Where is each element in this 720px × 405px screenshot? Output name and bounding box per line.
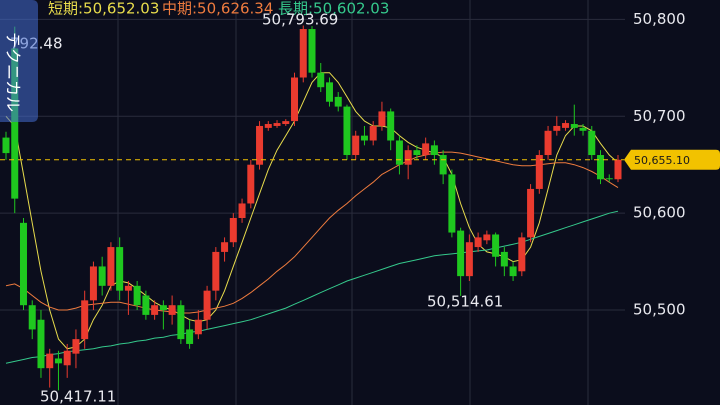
candle-body (500, 251, 508, 267)
candle-body (151, 305, 159, 315)
candle-body (256, 125, 264, 165)
candle-body (291, 77, 299, 122)
candle-body (264, 124, 272, 128)
candle-body (413, 150, 421, 156)
candle-body (107, 247, 115, 286)
candle-body (527, 188, 535, 238)
candle-body (11, 48, 19, 199)
candle-body (325, 82, 333, 102)
side-tab-bg[interactable] (0, 0, 38, 122)
candle-body (553, 125, 561, 131)
candle-body (605, 178, 613, 180)
price-annotation: 50,417.11 (40, 388, 116, 405)
side-tab-label[interactable]: テクニカル (4, 32, 23, 112)
candle-body (37, 319, 45, 369)
moving-averages (5, 72, 619, 364)
candle-body (116, 247, 124, 291)
candle-body (369, 125, 377, 141)
candle-body (360, 135, 368, 141)
candle-body (2, 137, 10, 154)
candle-body (142, 295, 150, 315)
candle-body (518, 237, 526, 272)
ma-line (5, 210, 619, 364)
candle-body (474, 237, 482, 248)
candle-body (98, 266, 106, 286)
side-tab[interactable]: テクニカル (0, 0, 38, 122)
last-price-label: 50,655.10 (634, 154, 690, 167)
candle-body (89, 266, 97, 301)
candle-body (194, 319, 202, 335)
candle-body (430, 145, 438, 156)
candle-body (247, 164, 255, 204)
candle-body (334, 96, 342, 107)
y-tick-label: 50,500 (633, 301, 686, 319)
candle-body (273, 123, 281, 126)
candle-body (579, 127, 587, 131)
candle-body (282, 121, 290, 125)
candle-body (439, 155, 447, 175)
candle-body (212, 251, 220, 291)
candle-body (46, 353, 54, 369)
candle-body (352, 135, 360, 156)
grid (0, 18, 625, 311)
candle-body (221, 242, 229, 252)
candle-body (308, 29, 316, 73)
price-annotation: 50,514.61 (427, 293, 503, 311)
y-tick-label: 50,600 (633, 204, 686, 222)
candle-body (229, 218, 237, 243)
candle-body (238, 203, 246, 219)
candle-body (54, 358, 62, 364)
candle-body (614, 159, 622, 180)
candle-body (465, 242, 473, 277)
candle-body (63, 350, 71, 366)
legend-entry: 長期:50,602.03 (278, 0, 389, 18)
candle-body (457, 230, 465, 277)
candle-body (19, 222, 27, 306)
legend-entry: 短期:50,652.03 (48, 0, 159, 18)
candle-body (72, 339, 80, 354)
candle-body (395, 140, 403, 165)
candle-body (509, 266, 517, 277)
candle-body (343, 106, 351, 156)
candle-body (483, 234, 491, 241)
price-annotation: 50,793.69 (262, 11, 338, 29)
y-tick-label: 50,700 (633, 107, 686, 125)
candle-body (299, 29, 307, 78)
candle-body (422, 143, 430, 156)
candle-body (562, 123, 570, 128)
candle-body (404, 150, 412, 165)
candle-body (133, 285, 141, 306)
candle-body (168, 305, 176, 315)
candle-body (28, 305, 36, 330)
candle-body (570, 124, 578, 128)
last-price-tag (624, 149, 720, 170)
candle-body (81, 300, 89, 340)
candle-body (378, 111, 386, 126)
candle-body (448, 174, 456, 233)
legend-entry: 中期:50,626.34 (162, 0, 273, 18)
candle-body (492, 234, 500, 257)
time-grid (117, 0, 589, 405)
ma-line (5, 72, 619, 350)
candle-body (317, 72, 325, 88)
candle-body (124, 285, 132, 291)
candle-body (177, 305, 185, 340)
ma-line (5, 151, 619, 314)
candle-body (186, 329, 194, 344)
candle-body (544, 130, 552, 156)
candle-body (535, 155, 543, 189)
candle-body (588, 130, 596, 156)
candle-body (597, 155, 605, 180)
candle-body (203, 290, 211, 320)
y-tick-label: 50,800 (633, 10, 686, 28)
candle-body (159, 305, 167, 311)
candle-body (387, 111, 395, 141)
